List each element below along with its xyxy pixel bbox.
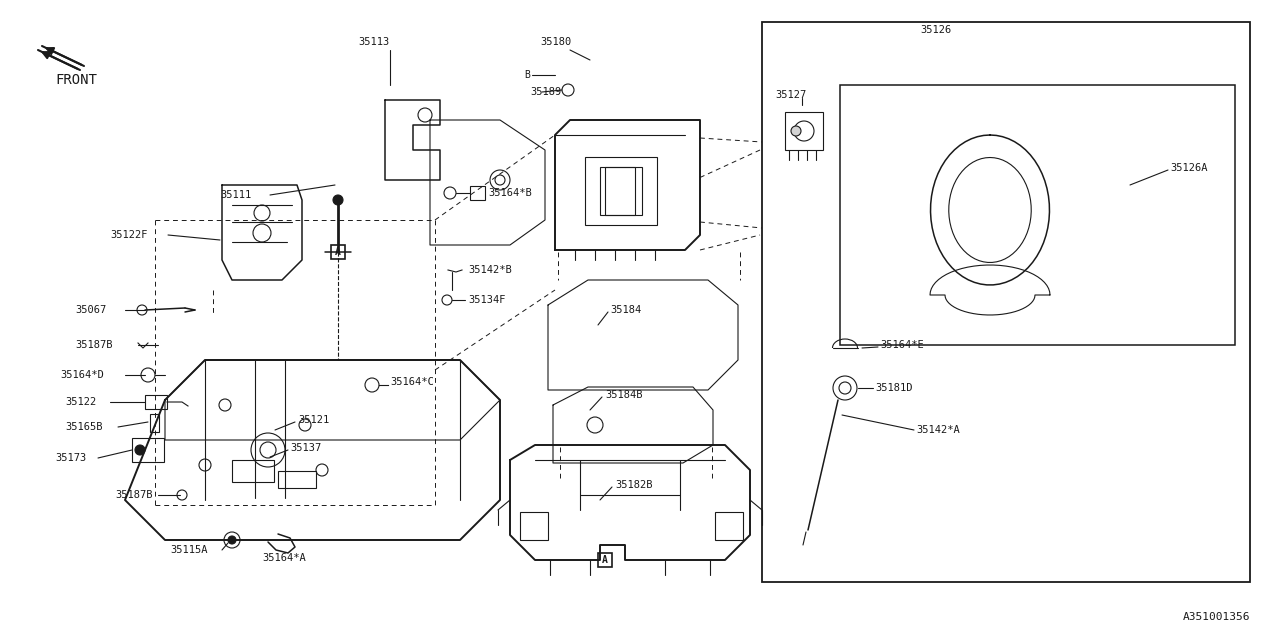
Text: 35164*E: 35164*E: [881, 340, 924, 350]
Text: 35111: 35111: [220, 190, 251, 200]
Text: B: B: [524, 70, 530, 80]
Bar: [332, 245, 346, 259]
Text: 35134F: 35134F: [468, 295, 506, 305]
Text: 35115A: 35115A: [170, 545, 207, 555]
Text: 35180: 35180: [540, 37, 571, 47]
Bar: [150, 414, 159, 432]
Text: 35142*A: 35142*A: [916, 425, 960, 435]
Text: 35113: 35113: [358, 37, 389, 47]
Text: 35121: 35121: [298, 415, 329, 425]
Bar: [520, 512, 548, 540]
Bar: [470, 186, 485, 200]
Text: 35122: 35122: [65, 397, 96, 407]
Circle shape: [333, 195, 343, 205]
Text: 35127: 35127: [774, 90, 806, 100]
Text: 35164*C: 35164*C: [390, 377, 434, 387]
Circle shape: [791, 126, 801, 136]
Text: 35164*D: 35164*D: [60, 370, 104, 380]
Bar: [716, 512, 742, 540]
Text: 35181D: 35181D: [876, 383, 913, 393]
Bar: [598, 553, 612, 567]
Text: A: A: [335, 247, 340, 257]
Text: 35164*A: 35164*A: [262, 553, 306, 563]
Text: 35142*B: 35142*B: [468, 265, 512, 275]
Text: 35173: 35173: [55, 453, 86, 463]
Bar: [762, 22, 1251, 582]
Text: 35187B: 35187B: [115, 490, 152, 500]
Bar: [145, 395, 166, 409]
Text: 35164*B: 35164*B: [488, 188, 531, 198]
Text: 35122F: 35122F: [110, 230, 147, 240]
Text: A351001356: A351001356: [1183, 612, 1251, 622]
Text: FRONT: FRONT: [55, 73, 97, 87]
Bar: [600, 167, 643, 215]
Text: A: A: [602, 555, 608, 565]
Circle shape: [228, 536, 236, 544]
Text: 35126A: 35126A: [1170, 163, 1207, 173]
Bar: [278, 471, 316, 488]
Text: 35126: 35126: [920, 25, 951, 35]
Bar: [785, 112, 823, 150]
Text: 35182B: 35182B: [614, 480, 653, 490]
Text: 35137: 35137: [291, 443, 321, 453]
Text: 35187B: 35187B: [76, 340, 113, 350]
Text: 35184B: 35184B: [605, 390, 643, 400]
Circle shape: [838, 382, 851, 394]
Bar: [132, 438, 164, 462]
Bar: [585, 157, 657, 225]
Circle shape: [134, 445, 145, 455]
Text: 35165B: 35165B: [65, 422, 102, 432]
Text: 35189: 35189: [530, 87, 561, 97]
Text: 35184: 35184: [611, 305, 641, 315]
Bar: [232, 460, 274, 482]
Text: 35067: 35067: [76, 305, 106, 315]
Bar: [840, 85, 1235, 345]
